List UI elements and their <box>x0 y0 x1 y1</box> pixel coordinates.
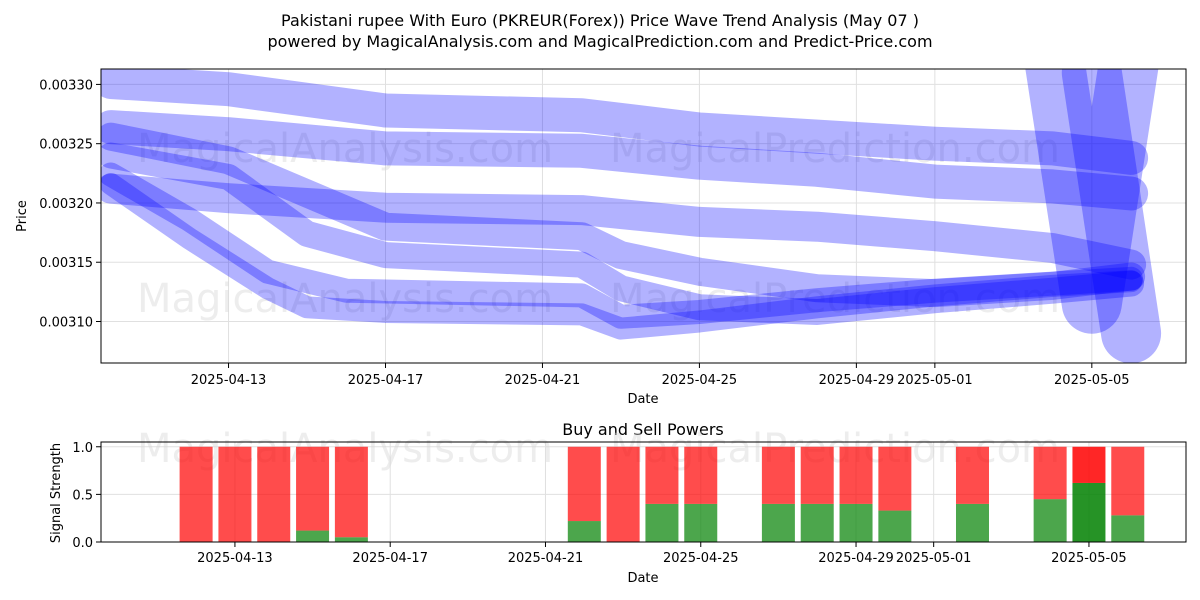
sell-bar <box>296 446 330 531</box>
price-y-tick-label: 0.00325 <box>39 138 93 153</box>
signal-y-tick-label: 0.0 <box>72 536 93 551</box>
signal-y-axis-label: Signal Strength <box>49 443 64 543</box>
buy-bar <box>1033 499 1067 542</box>
signal-x-tick-label: 2025-04-21 <box>508 551 584 566</box>
chart-title: Pakistani rupee With Euro (PKREUR(Forex)… <box>281 11 919 30</box>
wave-series-6 <box>101 162 1144 329</box>
buy-bar <box>684 503 718 542</box>
signal-x-tick-label: 2025-05-05 <box>1051 551 1127 566</box>
wave-series-2 <box>101 110 1149 211</box>
sell-bar <box>878 446 912 511</box>
sell-bar <box>955 446 989 504</box>
buy-bar <box>761 503 795 542</box>
signal-x-tick-label: 2025-04-25 <box>663 551 739 566</box>
signal-x-ticks: 2025-04-13 2025-04-17 2025-04-21 2025-04-25… <box>197 542 1127 566</box>
buy-bar <box>878 510 912 542</box>
sell-bar <box>645 446 679 504</box>
price-x-axis-label: Date <box>627 392 658 407</box>
price-x-tick-label: 2025-04-29 <box>819 373 895 388</box>
buy-bar <box>800 503 834 542</box>
signal-plot-frame <box>100 441 1187 543</box>
buy-bar <box>1072 482 1106 542</box>
signal-y-tick-label: 0.5 <box>72 488 93 503</box>
signal-title: Buy and Sell Powers <box>562 420 724 439</box>
sell-bar <box>334 446 368 538</box>
signal-y-ticks: 0.0 0.5 1.0 <box>72 441 101 551</box>
signal-x-tick-label: 2025-05-01 <box>896 551 972 566</box>
watermark-analysis-top: MagicalAnalysis.com <box>137 126 553 172</box>
price-waves <box>101 69 1162 363</box>
price-x-ticks: 2025-04-13 2025-04-17 2025-04-21 2025-04-25… <box>191 363 1130 388</box>
chart-subtitle: powered by MagicalAnalysis.com and Magic… <box>267 32 932 51</box>
signal-x-axis-label: Date <box>627 571 658 586</box>
price-y-tick-label: 0.00310 <box>39 316 93 331</box>
price-y-ticks: 0.00310 0.00315 0.00320 0.00325 0.00330 <box>39 78 101 331</box>
price-grid <box>101 69 1186 363</box>
watermark-prediction-top: MagicalPrediction.com <box>610 126 1060 172</box>
sell-bar <box>1072 446 1106 483</box>
sell-bar <box>684 446 718 504</box>
signal-x-tick-label: 2025-04-29 <box>818 551 894 566</box>
price-x-tick-label: 2025-04-17 <box>348 373 424 388</box>
watermark-analysis-mid: MagicalAnalysis.com <box>137 276 553 322</box>
wave-series-3 <box>101 173 1147 280</box>
price-wave-panel: MagicalAnalysis.com MagicalPrediction.co… <box>15 68 1187 407</box>
signal-bars <box>179 446 1145 542</box>
price-x-tick-label: 2025-05-05 <box>1054 373 1130 388</box>
price-x-tick-label: 2025-04-25 <box>662 373 738 388</box>
price-x-tick-label: 2025-04-21 <box>505 373 581 388</box>
wave-series-8 <box>1025 69 1159 334</box>
sell-bar <box>218 446 252 542</box>
watermark-prediction-mid: MagicalPrediction.com <box>610 276 1060 322</box>
price-y-tick-label: 0.00315 <box>39 256 93 271</box>
sell-bar <box>1111 446 1145 516</box>
buy-bar <box>296 530 330 542</box>
price-plot-frame <box>100 68 1187 364</box>
signal-panel: Buy and Sell Powers MagicalAnalysis.com … <box>49 420 1187 586</box>
signal-x-tick-label: 2025-04-13 <box>197 551 273 566</box>
sell-bar <box>606 446 640 542</box>
sell-bar <box>1033 446 1067 500</box>
buy-bar <box>839 503 873 542</box>
wave-series-9 <box>1061 69 1162 363</box>
price-y-tick-label: 0.00320 <box>39 197 93 212</box>
price-x-tick-label: 2025-05-01 <box>897 373 973 388</box>
price-x-tick-label: 2025-04-13 <box>191 373 267 388</box>
wave-series-7 <box>101 173 1143 340</box>
sell-bar <box>800 446 834 504</box>
price-y-tick-label: 0.00330 <box>39 78 93 93</box>
buy-bar <box>955 503 989 542</box>
buy-bar <box>645 503 679 542</box>
buy-bar <box>334 537 368 542</box>
sell-bar <box>839 446 873 504</box>
wave-series-5 <box>101 142 1145 325</box>
price-y-axis-label: Price <box>15 200 30 232</box>
wave-series-4 <box>101 122 1146 308</box>
buy-bar <box>1111 515 1145 542</box>
sell-bar <box>257 446 291 542</box>
sell-bar <box>761 446 795 504</box>
sell-bar <box>179 446 213 542</box>
buy-bar <box>567 521 601 542</box>
signal-x-tick-label: 2025-04-17 <box>352 551 428 566</box>
signal-y-tick-label: 1.0 <box>72 441 93 456</box>
wave-series-1 <box>101 69 1149 175</box>
sell-bar <box>567 446 601 522</box>
